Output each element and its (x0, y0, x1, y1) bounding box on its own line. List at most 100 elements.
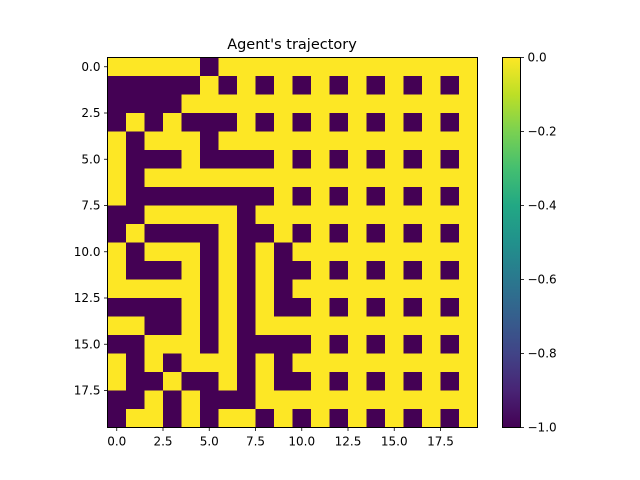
heatmap-cell-r2-c10 (293, 95, 312, 114)
heatmap-cell-r18-c7 (237, 391, 256, 410)
heatmap-cell-r11-c18 (441, 261, 460, 280)
heatmap-cell-r5-c10 (293, 150, 312, 169)
heatmap-cell-r8-c3 (163, 206, 182, 225)
heatmap-cell-r0-c17 (422, 58, 441, 77)
heatmap-cell-r5-c2 (145, 150, 164, 169)
heatmap-cell-r8-c10 (293, 206, 312, 225)
heatmap-cell-r0-c15 (385, 58, 404, 77)
heatmap-cell-r16-c19 (459, 354, 478, 373)
heatmap-cell-r18-c1 (126, 391, 145, 410)
heatmap-cell-r3-c11 (311, 113, 330, 132)
heatmap-cell-r7-c4 (182, 187, 201, 206)
heatmap-cell-r8-c16 (404, 206, 423, 225)
heatmap-cell-r2-c14 (367, 95, 386, 114)
heatmap-cell-r10-c3 (163, 243, 182, 262)
heatmap-cell-r19-c6 (219, 409, 238, 428)
x-tick-label: 7.5 (246, 435, 265, 449)
heatmap-cell-r15-c8 (256, 335, 275, 354)
heatmap-cell-r0-c9 (274, 58, 293, 77)
heatmap-cell-r11-c5 (200, 261, 219, 280)
heatmap-cell-r6-c18 (441, 169, 460, 188)
heatmap-cell-r4-c14 (367, 132, 386, 151)
heatmap-cell-r0-c2 (145, 58, 164, 77)
heatmap-cell-r14-c10 (293, 317, 312, 336)
heatmap-cell-r1-c5 (200, 76, 219, 95)
heatmap-cell-r19-c2 (145, 409, 164, 428)
heatmap-cell-r15-c14 (367, 335, 386, 354)
heatmap-cell-r3-c8 (256, 113, 275, 132)
heatmap-cell-r14-c18 (441, 317, 460, 336)
heatmap-cell-r3-c2 (145, 113, 164, 132)
heatmap-cell-r14-c4 (182, 317, 201, 336)
heatmap-cell-r16-c17 (422, 354, 441, 373)
heatmap-cell-r11-c12 (330, 261, 349, 280)
heatmap-cell-r13-c0 (108, 298, 127, 317)
heatmap-cell-r18-c14 (367, 391, 386, 410)
heatmap-cell-r1-c16 (404, 76, 423, 95)
heatmap-cell-r13-c11 (311, 298, 330, 317)
heatmap-cell-r14-c9 (274, 317, 293, 336)
heatmap-cell-r0-c19 (459, 58, 478, 77)
heatmap-cell-r11-c19 (459, 261, 478, 280)
heatmap-cell-r10-c5 (200, 243, 219, 262)
heatmap-cell-r3-c13 (348, 113, 367, 132)
y-tick-label: 5.0 (81, 152, 100, 166)
heatmap-cell-r3-c6 (219, 113, 238, 132)
heatmap-cell-r19-c14 (367, 409, 386, 428)
heatmap-cell-r3-c0 (108, 113, 127, 132)
heatmap-cell-r19-c1 (126, 409, 145, 428)
heatmap-cell-r17-c17 (422, 372, 441, 391)
heatmap-cell-r16-c13 (348, 354, 367, 373)
heatmap-cell-r3-c9 (274, 113, 293, 132)
heatmap-cell-r6-c14 (367, 169, 386, 188)
heatmap-cell-r5-c4 (182, 150, 201, 169)
x-tick-label: 0.0 (107, 435, 126, 449)
heatmap-cell-r17-c4 (182, 372, 201, 391)
heatmap-cell-r17-c0 (108, 372, 127, 391)
heatmap-cell-r4-c10 (293, 132, 312, 151)
heatmap-cell-r6-c19 (459, 169, 478, 188)
heatmap-cell-r15-c6 (219, 335, 238, 354)
heatmap-cell-r14-c17 (422, 317, 441, 336)
heatmap-cell-r2-c15 (385, 95, 404, 114)
heatmap-cell-r4-c18 (441, 132, 460, 151)
heatmap-cell-r15-c0 (108, 335, 127, 354)
heatmap-cell-r12-c7 (237, 280, 256, 299)
heatmap-cell-r2-c11 (311, 95, 330, 114)
heatmap-cell-r13-c16 (404, 298, 423, 317)
heatmap-cell-r4-c3 (163, 132, 182, 151)
heatmap-cell-r4-c9 (274, 132, 293, 151)
heatmap-cell-r7-c14 (367, 187, 386, 206)
heatmap-cell-r13-c3 (163, 298, 182, 317)
heatmap-cell-r2-c12 (330, 95, 349, 114)
heatmap-cell-r15-c2 (145, 335, 164, 354)
heatmap-cell-r17-c14 (367, 372, 386, 391)
heatmap-cell-r4-c7 (237, 132, 256, 151)
heatmap-cell-r18-c17 (422, 391, 441, 410)
heatmap-cell-r12-c0 (108, 280, 127, 299)
heatmap-cell-r17-c19 (459, 372, 478, 391)
heatmap-cell-r19-c10 (293, 409, 312, 428)
heatmap-cell-r13-c15 (385, 298, 404, 317)
x-tick-label: 12.5 (335, 435, 362, 449)
heatmap-cell-r4-c13 (348, 132, 367, 151)
heatmap-cell-r10-c11 (311, 243, 330, 262)
heatmap-cell-r19-c16 (404, 409, 423, 428)
heatmap-cell-r16-c8 (256, 354, 275, 373)
heatmap-cell-r9-c17 (422, 224, 441, 243)
heatmap-cell-r17-c18 (441, 372, 460, 391)
heatmap-cell-r8-c7 (237, 206, 256, 225)
heatmap-cell-r5-c17 (422, 150, 441, 169)
heatmap-cell-r17-c5 (200, 372, 219, 391)
heatmap-cell-r18-c10 (293, 391, 312, 410)
y-tick-label: 12.5 (74, 291, 101, 305)
heatmap-cell-r6-c1 (126, 169, 145, 188)
heatmap-cell-r4-c5 (200, 132, 219, 151)
heatmap-cell-r17-c10 (293, 372, 312, 391)
heatmap-cell-r8-c19 (459, 206, 478, 225)
heatmap-cell-r13-c12 (330, 298, 349, 317)
heatmap-cell-r0-c13 (348, 58, 367, 77)
heatmap-cell-r7-c2 (145, 187, 164, 206)
heatmap-cell-r3-c4 (182, 113, 201, 132)
heatmap-cell-r8-c9 (274, 206, 293, 225)
